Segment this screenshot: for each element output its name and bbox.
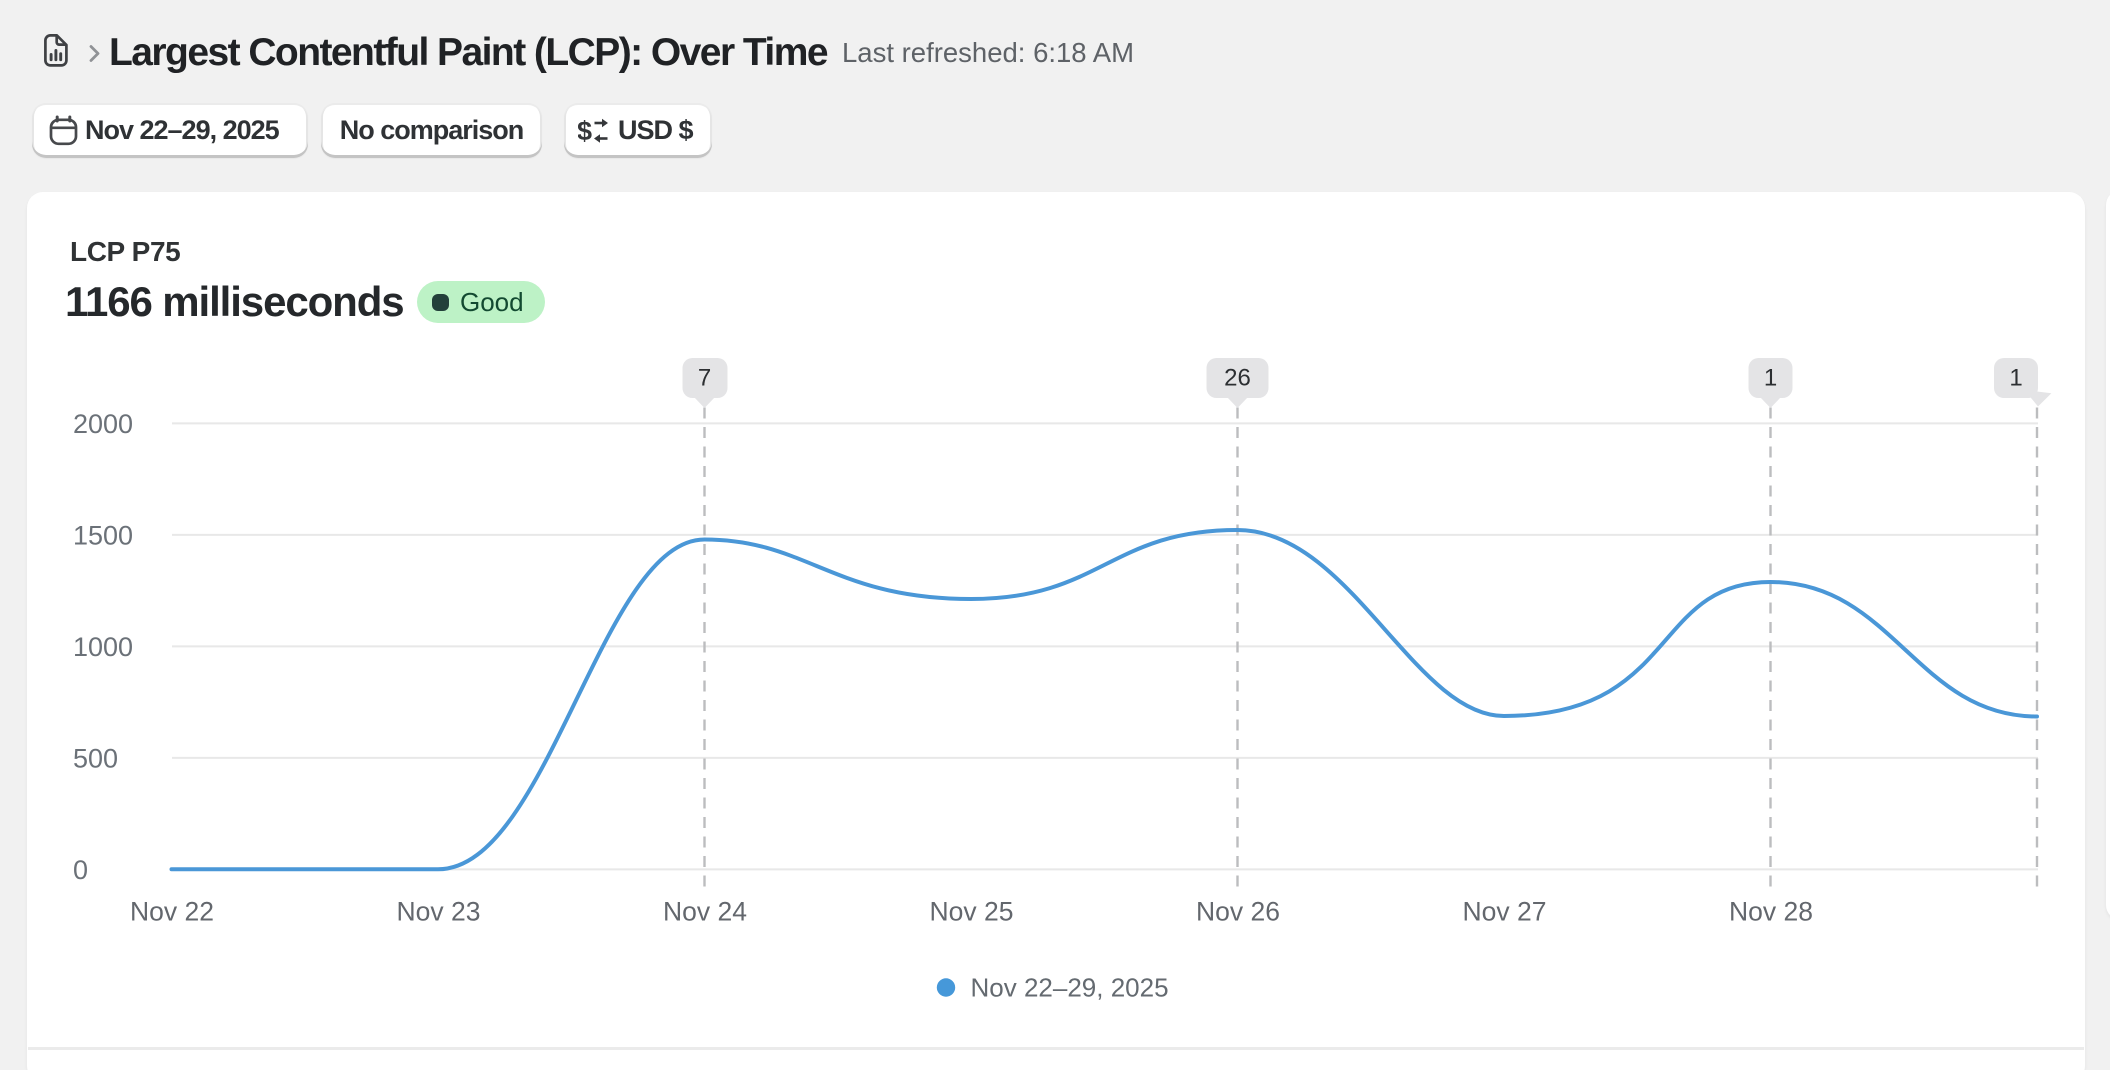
svg-text:Nov 22: Nov 22 xyxy=(130,897,214,927)
svg-text:1500: 1500 xyxy=(73,520,133,550)
svg-text:Nov 28: Nov 28 xyxy=(1729,897,1813,927)
svg-text:2000: 2000 xyxy=(73,409,133,439)
svg-text:26: 26 xyxy=(1224,365,1251,392)
svg-text:Nov 26: Nov 26 xyxy=(1196,897,1280,927)
svg-text:Nov 24: Nov 24 xyxy=(663,897,747,927)
svg-text:7: 7 xyxy=(698,365,711,392)
svg-text:Nov 27: Nov 27 xyxy=(1463,897,1547,927)
svg-text:500: 500 xyxy=(73,743,118,773)
svg-text:1: 1 xyxy=(1764,365,1777,392)
svg-text:Nov 22–29, 2025: Nov 22–29, 2025 xyxy=(971,973,1169,1003)
svg-text:1: 1 xyxy=(2009,365,2022,392)
svg-text:Nov 25: Nov 25 xyxy=(930,897,1014,927)
svg-text:0: 0 xyxy=(73,855,88,885)
svg-text:1000: 1000 xyxy=(73,632,133,662)
svg-text:Nov 23: Nov 23 xyxy=(397,897,481,927)
svg-text:$: $ xyxy=(578,116,592,146)
